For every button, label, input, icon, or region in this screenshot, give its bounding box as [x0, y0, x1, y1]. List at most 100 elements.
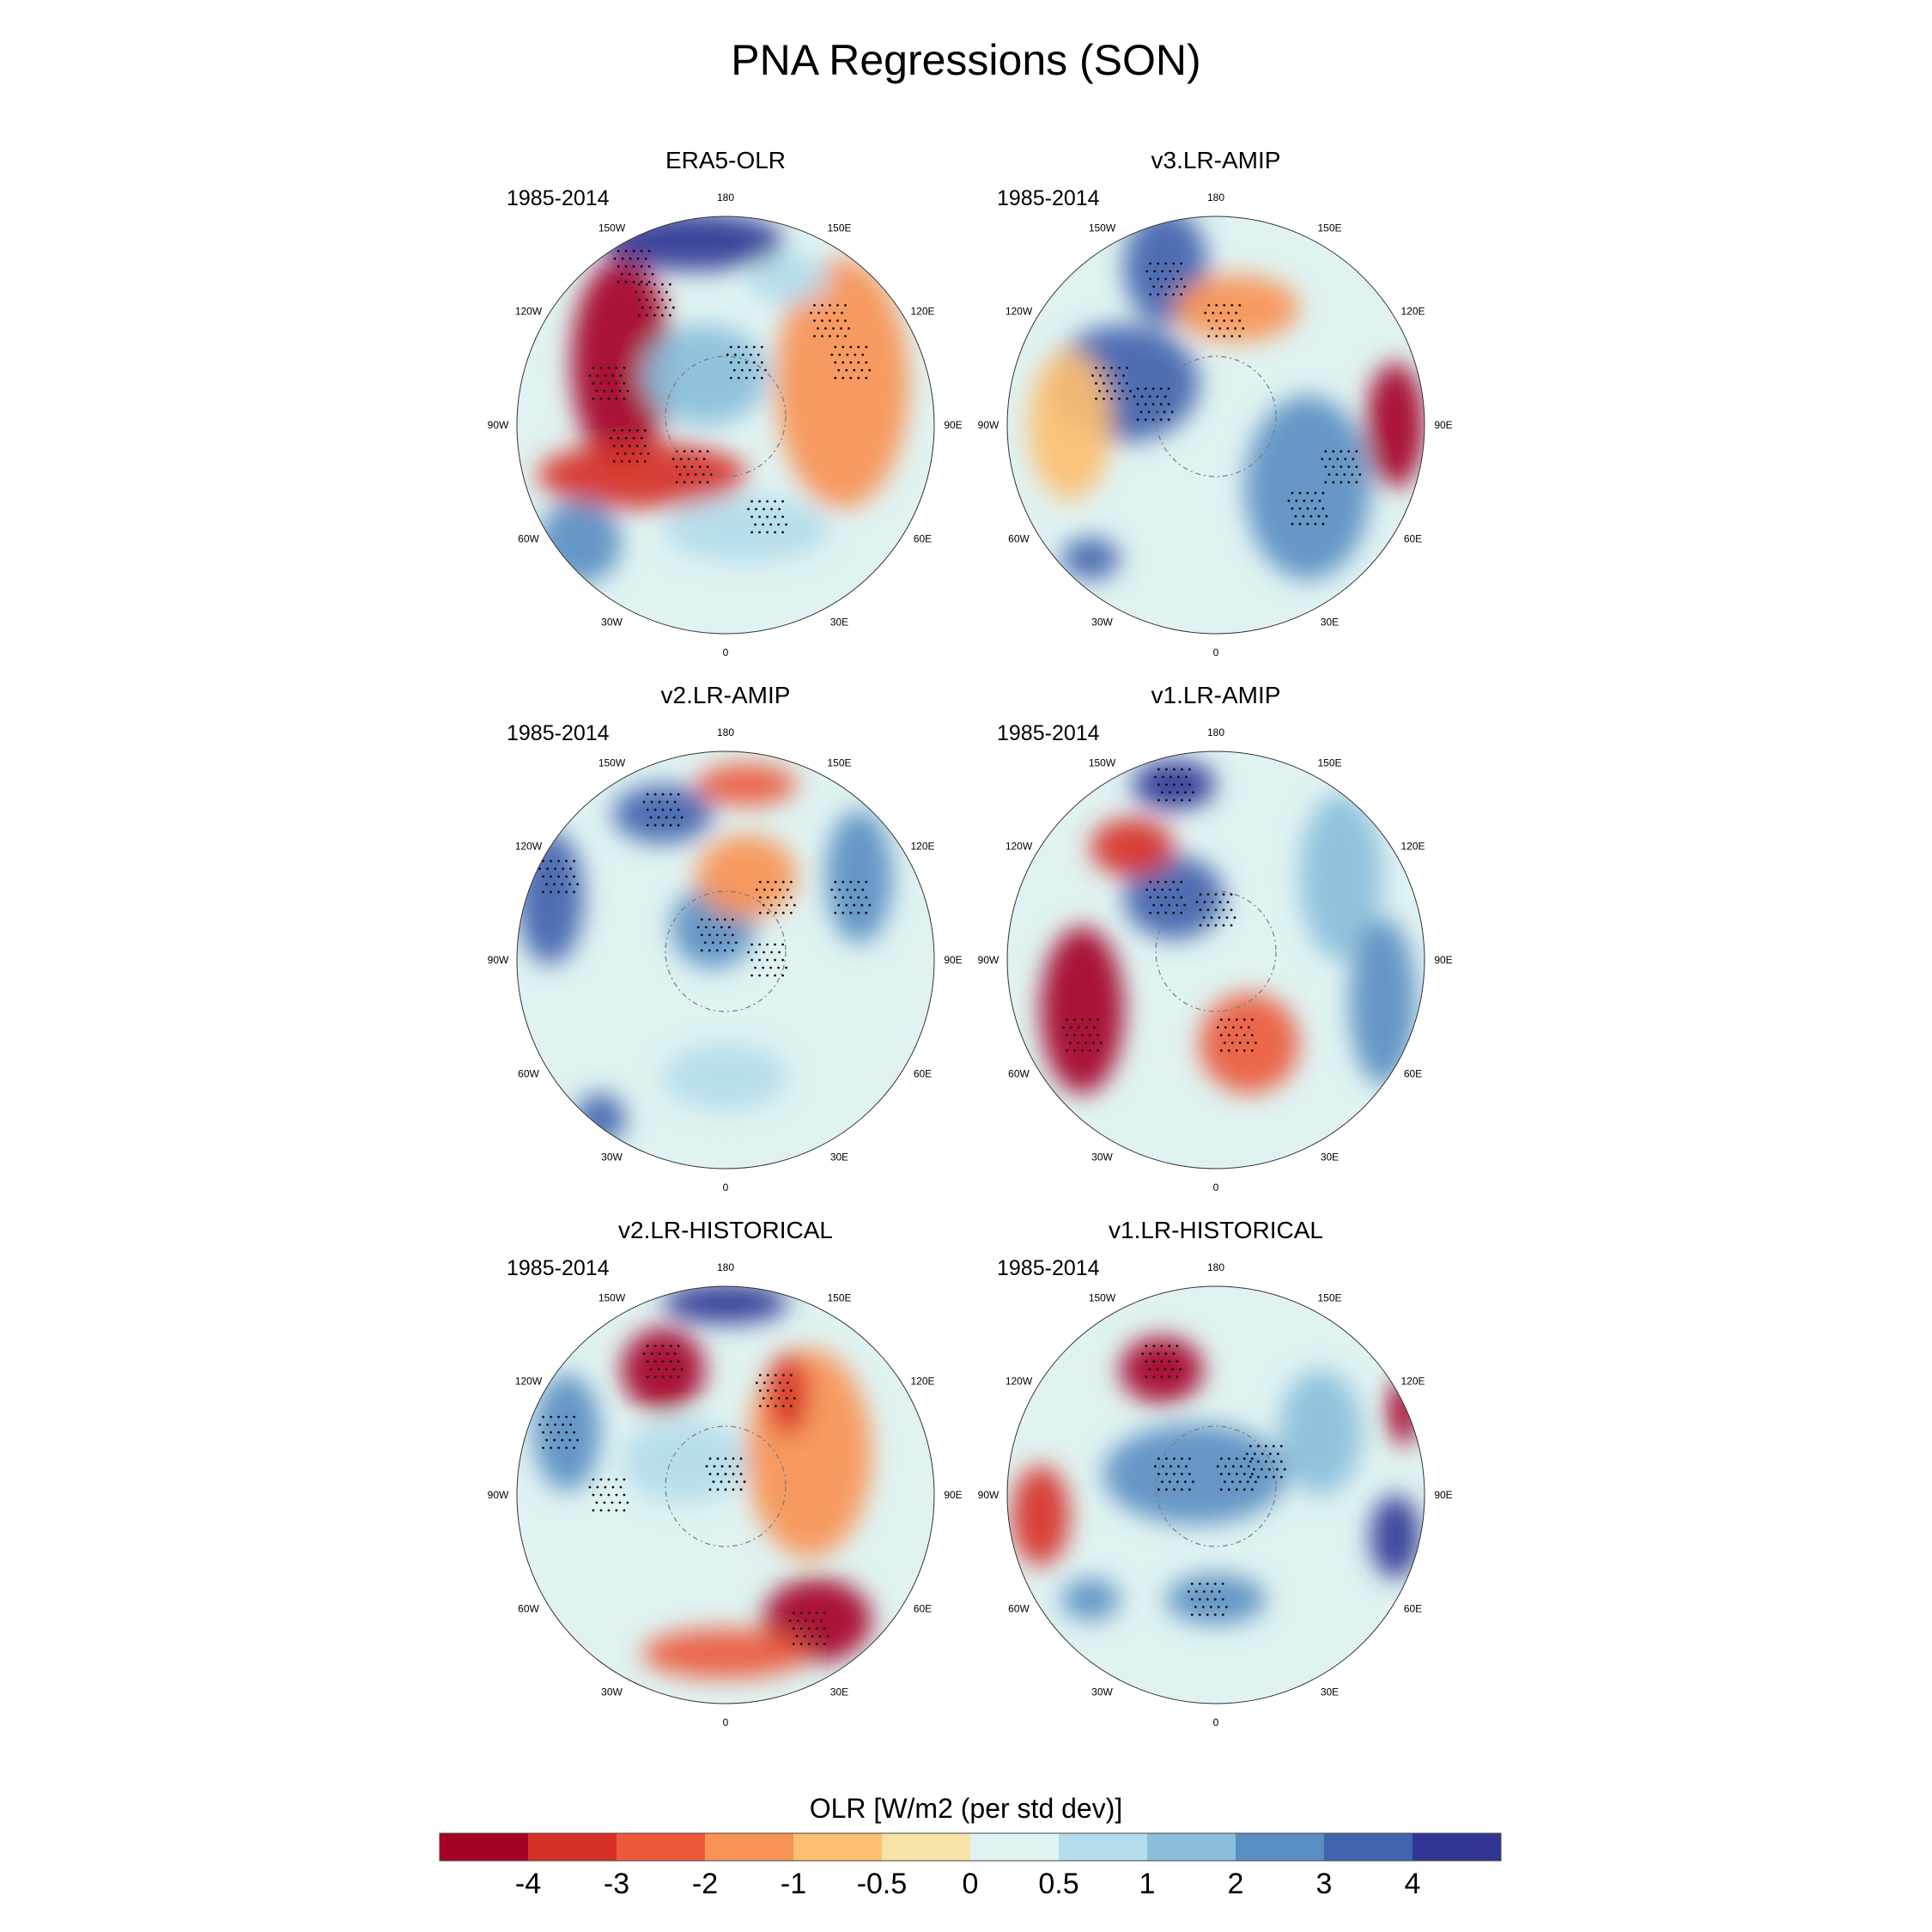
significance-dot: [841, 911, 845, 914]
significance-dot: [758, 1389, 762, 1392]
significance-dot: [619, 1485, 623, 1489]
significance-dot: [1073, 1049, 1076, 1052]
longitude-label: 90W: [488, 954, 509, 966]
significance-dot: [1303, 499, 1306, 502]
significance-dot: [1152, 903, 1156, 907]
significance-dot: [1235, 1049, 1238, 1052]
significance-dot: [807, 1627, 811, 1630]
significance-dot: [1321, 491, 1325, 495]
significance-dot: [1218, 916, 1221, 920]
significance-dot: [1223, 319, 1226, 322]
longitude-label: 30E: [1321, 1151, 1339, 1163]
longitude-label: 150E: [1317, 1292, 1341, 1304]
significance-dot: [1078, 1026, 1080, 1029]
significance-dot: [1062, 1026, 1065, 1029]
olr-anomaly-region: [1349, 918, 1417, 1085]
significance-dot: [1159, 403, 1163, 406]
significance-dot: [635, 459, 639, 463]
significance-dot: [1212, 312, 1215, 314]
significance-dot: [781, 500, 784, 503]
olr-anomaly-region: [1028, 349, 1112, 501]
longitude-label: 30E: [830, 1686, 848, 1698]
longitude-label: 150E: [827, 1292, 851, 1304]
longitude-label: 150W: [598, 1292, 626, 1304]
significance-dot: [846, 888, 849, 891]
significance-dot: [1222, 924, 1225, 927]
significance-dot: [1169, 888, 1172, 891]
significance-dot: [834, 896, 837, 899]
significance-dot: [694, 473, 697, 476]
significance-dot: [712, 926, 715, 929]
significance-dot: [774, 500, 776, 503]
polar-stereographic-map: 180 150E 120E 90E 60E 30E 0 30W 60W 90W 120W 150W: [488, 726, 963, 1194]
significance-dot: [643, 272, 647, 276]
significance-dot: [698, 465, 702, 468]
longitude-label: 150E: [827, 757, 851, 769]
significance-dot: [833, 312, 835, 314]
colorbar-tick-label: -1: [781, 1868, 806, 1900]
significance-dot: [823, 1627, 826, 1630]
significance-dot: [1133, 395, 1136, 398]
significance-dot: [1194, 1606, 1197, 1608]
significance-dot: [1161, 791, 1163, 794]
significance-dot: [789, 911, 793, 914]
significance-dot: [778, 1382, 781, 1384]
significance-dot: [756, 368, 759, 372]
significance-dot: [592, 1478, 595, 1481]
significance-dot: [553, 1438, 556, 1442]
significance-dot: [789, 1374, 793, 1376]
significance-dot: [758, 1405, 762, 1407]
significance-dot: [643, 428, 647, 432]
significance-dot: [1153, 888, 1157, 891]
significance-dot: [677, 823, 680, 827]
significance-dot: [646, 1360, 649, 1363]
significance-dot: [824, 327, 827, 330]
significance-dot: [1272, 1444, 1275, 1448]
significance-dot: [731, 933, 734, 937]
significance-dot: [781, 1389, 785, 1392]
significance-dot: [599, 367, 603, 369]
significance-dot: [1118, 367, 1121, 369]
significance-dot: [644, 257, 647, 260]
significance-dot: [1218, 1590, 1221, 1593]
significance-dot: [1210, 1590, 1213, 1593]
significance-dot: [1069, 1042, 1072, 1044]
significance-dot: [645, 313, 648, 317]
longitude-label: 90W: [978, 1489, 999, 1501]
olr-anomaly-region: [746, 1348, 872, 1558]
significance-dot: [1163, 395, 1167, 398]
significance-dot: [731, 949, 734, 952]
significance-dot: [646, 1345, 649, 1347]
significance-dot: [1154, 1465, 1157, 1468]
significance-dot: [1152, 1345, 1156, 1347]
significance-dot: [1317, 514, 1321, 518]
significance-dot: [1181, 1488, 1183, 1492]
significance-dot: [854, 888, 857, 891]
longitude-label: 120W: [1005, 841, 1033, 853]
significance-dot: [561, 883, 563, 886]
significance-dot: [723, 933, 726, 937]
significance-dot: [1310, 499, 1314, 502]
significance-dot: [813, 319, 816, 322]
significance-dot: [1092, 1042, 1095, 1044]
significance-dot: [672, 1368, 676, 1370]
significance-dot: [750, 958, 753, 962]
significance-dot: [664, 306, 667, 309]
significance-dot: [1157, 277, 1160, 281]
significance-dot: [557, 890, 560, 894]
significance-dot: [1221, 1613, 1224, 1616]
significance-dot: [1176, 1376, 1179, 1378]
significance-dot: [1126, 367, 1128, 369]
significance-dot: [607, 367, 611, 369]
longitude-label: 120E: [910, 306, 934, 318]
significance-dot: [1159, 418, 1163, 422]
significance-dot: [553, 883, 556, 886]
significance-dot: [813, 335, 816, 337]
significance-dot: [823, 1643, 826, 1645]
significance-dot: [646, 808, 649, 811]
significance-dot: [1226, 901, 1230, 904]
significance-dot: [672, 816, 676, 819]
significance-dot: [727, 1480, 731, 1484]
significance-dot: [1176, 791, 1179, 794]
significance-dot: [1250, 1018, 1254, 1021]
